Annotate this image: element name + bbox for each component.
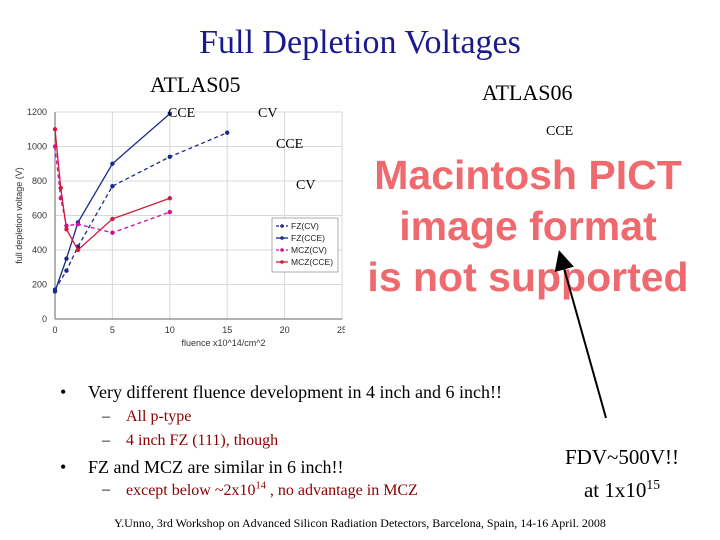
y-tick-label: 800 bbox=[32, 176, 47, 186]
x-tick-label: 0 bbox=[52, 325, 57, 335]
data-point bbox=[110, 216, 115, 222]
data-point bbox=[64, 268, 69, 273]
pict-line-1: Macintosh PICT bbox=[374, 152, 682, 198]
data-point bbox=[52, 127, 58, 132]
legend-entry: MCZ(CV) bbox=[291, 245, 327, 255]
data-point bbox=[167, 209, 172, 215]
data-point bbox=[225, 130, 230, 135]
cce-annotation-1: CCE bbox=[168, 106, 196, 121]
data-point bbox=[58, 185, 63, 191]
cv-annotation-1: CV bbox=[258, 106, 278, 121]
x-tick-label: 20 bbox=[280, 325, 290, 335]
y-axis-label: full depletion voltage (V) bbox=[14, 167, 24, 264]
pict-line-2: image format bbox=[399, 203, 657, 249]
bullet-2: • FZ and MCZ are similar in 6 inch!! bbox=[60, 457, 344, 478]
data-point bbox=[167, 154, 172, 160]
cv-annotation-2: CV bbox=[296, 178, 316, 193]
bullet-1-text: Very different fluence development in 4 … bbox=[88, 382, 503, 402]
data-point bbox=[52, 289, 58, 294]
data-point bbox=[167, 196, 172, 201]
sub-bullet-2-text: 4 inch FZ (111), though bbox=[126, 432, 279, 449]
bullet-1: • Very different fluence development in … bbox=[60, 382, 503, 403]
data-point bbox=[75, 221, 81, 227]
legend-marker bbox=[280, 248, 284, 252]
fdv-line-2: at 1x1015 bbox=[583, 477, 661, 502]
data-point bbox=[167, 111, 172, 116]
data-point bbox=[75, 247, 81, 253]
cce-annotation-2: CCE bbox=[276, 137, 304, 152]
data-point bbox=[110, 161, 115, 166]
footer-citation: Y.Unno, 3rd Workshop on Advanced Silicon… bbox=[114, 516, 606, 530]
series-line-MCZ(CCE) bbox=[54, 129, 171, 252]
sub-bullet-1: – All p-type bbox=[102, 408, 192, 425]
legend-marker bbox=[280, 260, 284, 264]
x-axis-label: fluence x10^14/cm^2 bbox=[182, 338, 266, 348]
data-point bbox=[110, 230, 115, 235]
legend-marker bbox=[280, 236, 284, 240]
y-tick-label: 400 bbox=[32, 245, 47, 255]
fdv-chart: 0 200 400 600 800 1000 1200 0 5 10 15 20 25 fluence x… bbox=[14, 107, 345, 348]
legend-marker bbox=[280, 224, 284, 228]
y-tick-label: 200 bbox=[32, 280, 47, 290]
data-point bbox=[64, 227, 69, 232]
bullet-dot: • bbox=[60, 382, 67, 402]
atlas05-label: ATLAS05 bbox=[150, 72, 241, 97]
fdv-callout: FDV~500V!! at 1x1015 bbox=[552, 443, 692, 504]
legend-entry: FZ(CV) bbox=[291, 221, 319, 231]
cce-annotation-atlas06: CCE bbox=[546, 124, 574, 139]
y-tick-label: 1000 bbox=[27, 142, 47, 152]
pict-line-3: is not supported bbox=[367, 254, 689, 300]
y-tick-label: 1200 bbox=[27, 107, 47, 117]
x-tick-label: 25 bbox=[337, 325, 345, 335]
bullet-dot: • bbox=[60, 457, 67, 477]
x-tick-label: 10 bbox=[165, 325, 175, 335]
x-tick-label: 5 bbox=[110, 325, 115, 335]
unsupported-image-placeholder: Macintosh PICT image format is not suppo… bbox=[342, 150, 714, 303]
legend-entry: FZ(CCE) bbox=[291, 233, 325, 243]
legend-entry: MCZ(CCE) bbox=[291, 257, 333, 267]
pointer-arrow bbox=[554, 250, 607, 419]
data-point bbox=[110, 183, 115, 189]
sub-bullet-3-text: except below ~2x1014 , no advantage in M… bbox=[126, 481, 418, 500]
fdv-line-1: FDV~500V!! bbox=[564, 445, 680, 469]
bullet-2-text: FZ and MCZ are similar in 6 inch!! bbox=[88, 457, 344, 477]
sub-bullet-1-text: All p-type bbox=[126, 408, 192, 425]
data-point bbox=[64, 256, 69, 261]
x-tick-label: 15 bbox=[222, 325, 232, 335]
slide-title: Full Depletion Voltages bbox=[199, 24, 521, 61]
sub-bullet-3: – except below ~2x1014 , no advantage in… bbox=[102, 481, 418, 500]
y-tick-label: 0 bbox=[42, 314, 47, 324]
sub-bullet-2: – 4 inch FZ (111), though bbox=[102, 432, 279, 449]
y-tick-label: 600 bbox=[32, 211, 47, 221]
atlas06-label: ATLAS06 bbox=[482, 80, 573, 105]
